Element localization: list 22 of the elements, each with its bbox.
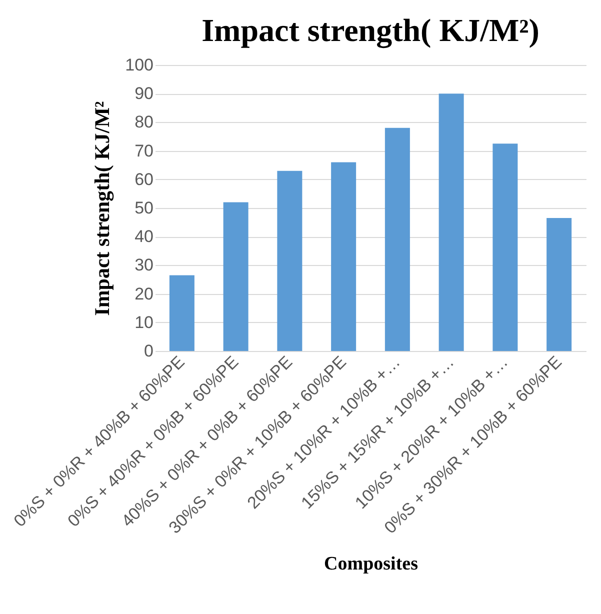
y-tick-label: 0 xyxy=(144,342,154,360)
x-axis-title: Composites xyxy=(324,554,418,575)
y-tick-label: 30 xyxy=(134,256,154,275)
y-tick-label: 10 xyxy=(134,312,154,332)
y-tick-label: 80 xyxy=(134,112,154,132)
y-axis-title: Impact strength( KJ/M² xyxy=(90,101,114,316)
bar xyxy=(384,128,410,351)
bar xyxy=(331,162,356,351)
y-tick-label: 50 xyxy=(134,198,154,218)
bar xyxy=(169,275,194,351)
chart-title: Impact strength( KJ/M²) xyxy=(202,12,540,49)
bar xyxy=(223,202,248,351)
bar xyxy=(438,94,464,351)
bar xyxy=(277,170,302,351)
y-tick-label: 100 xyxy=(125,56,154,74)
y-tick-label: 60 xyxy=(134,170,154,189)
bar xyxy=(546,218,572,351)
y-tick-label: 70 xyxy=(134,141,154,160)
y-tick-label: 40 xyxy=(134,227,154,246)
y-tick-label: 90 xyxy=(134,84,154,104)
bar xyxy=(492,144,518,351)
y-tick-label: 20 xyxy=(134,284,154,304)
